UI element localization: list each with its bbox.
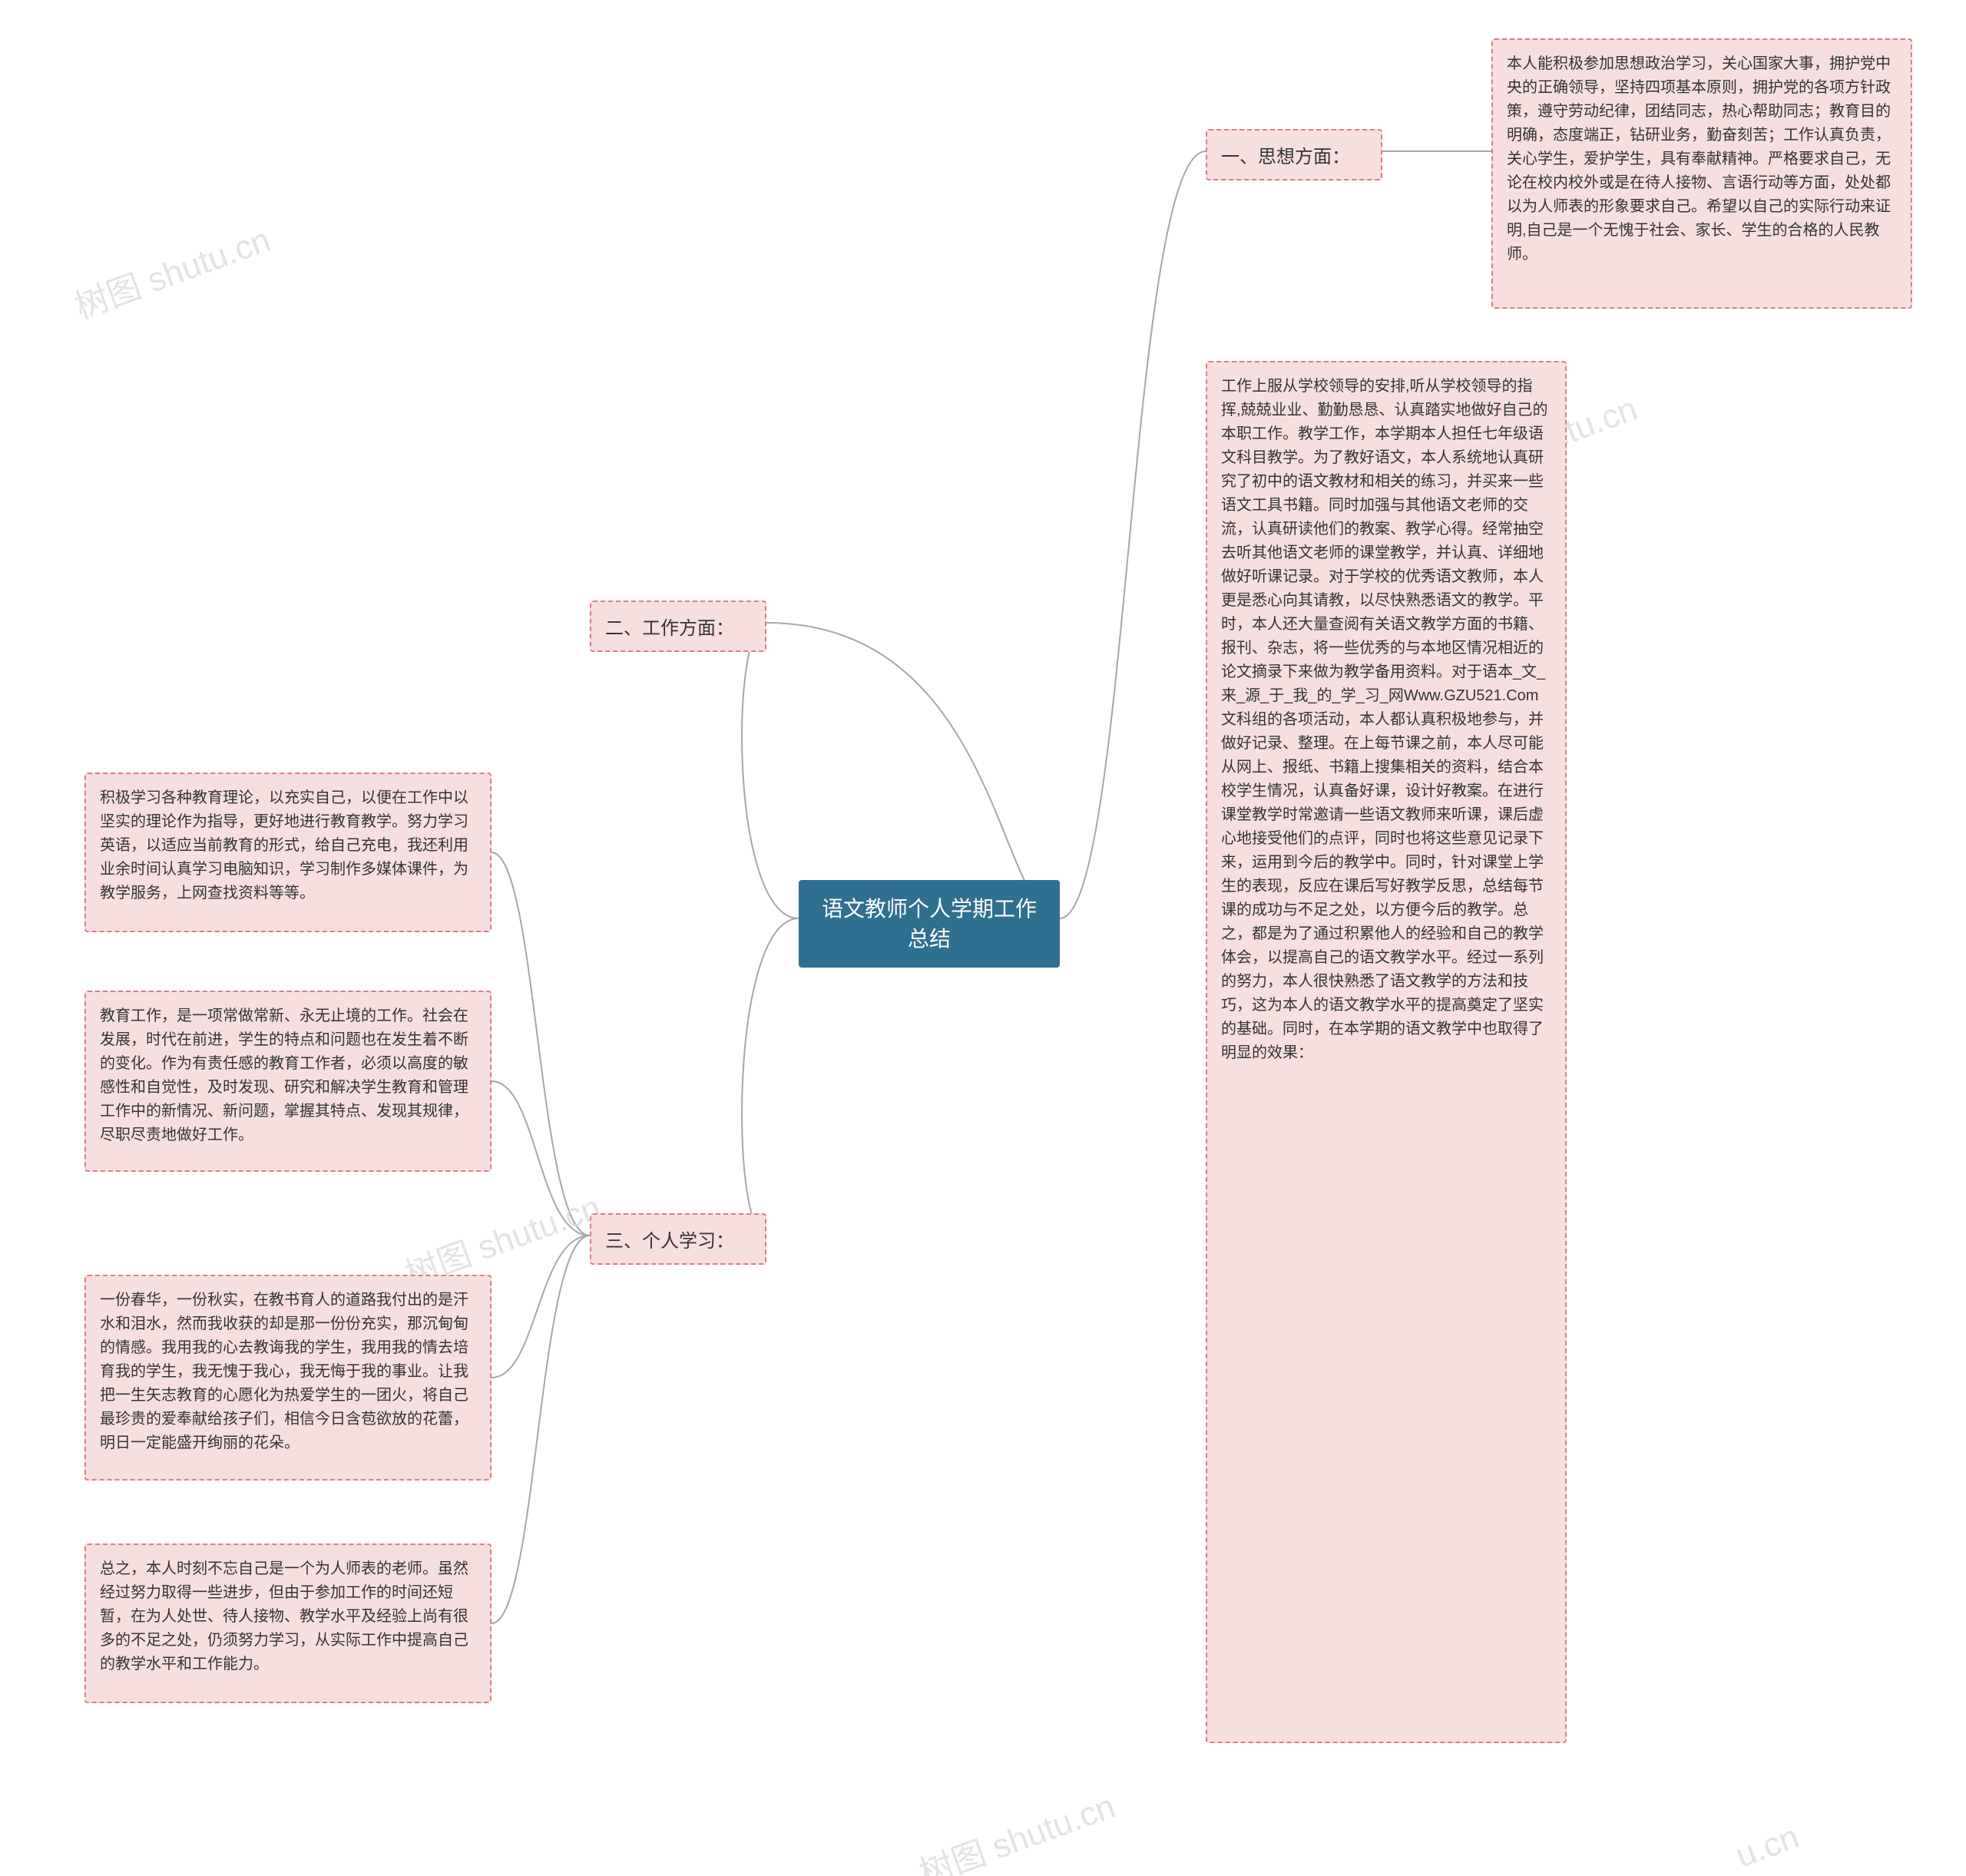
- section-label: 一、思想方面：: [1221, 141, 1350, 168]
- leaf-l1: 本人能积极参加思想政治学习，关心国家大事，拥护党中央的正确领导，坚持四项基本原则…: [1491, 38, 1912, 309]
- leaf-l6: 总之，本人时刻不忘自己是一个为人师表的老师。虽然经过努力取得一些进步，但由于参加…: [84, 1543, 492, 1703]
- section-s3: 三、个人学习：: [590, 1213, 766, 1265]
- leaf-l3: 积极学习各种教育理论，以充实自己，以便在工作中以坚实的理论作为指导，更好地进行教…: [84, 773, 492, 932]
- leaf-text: 积极学习各种教育理论，以充实自己，以便在工作中以坚实的理论作为指导，更好地进行教…: [100, 786, 476, 905]
- mindmap-root: 语文教师个人学期工作总结: [799, 880, 1060, 968]
- section-label: 二、工作方面：: [605, 613, 734, 640]
- section-s2: 二、工作方面：: [590, 601, 766, 652]
- watermark: 树图 shutu.cn: [67, 212, 276, 328]
- leaf-text: 工作上服从学校领导的安排,听从学校领导的指挥,兢兢业业、勤勤恳恳、认真踏实地做好…: [1221, 375, 1551, 1065]
- root-label: 语文教师个人学期工作总结: [814, 894, 1044, 954]
- leaf-l2: 工作上服从学校领导的安排,听从学校领导的指挥,兢兢业业、勤勤恳恳、认真踏实地做好…: [1206, 361, 1567, 1743]
- watermark: u.cn: [1731, 1818, 1804, 1875]
- leaf-l5: 一份春华，一份秋实，在教书育人的道路我付出的是汗水和泪水，然而我收获的却是那一份…: [84, 1275, 492, 1481]
- leaf-text: 教育工作，是一项常做常新、永无止境的工作。社会在发展，时代在前进，学生的特点和问…: [100, 1004, 476, 1147]
- leaf-l4: 教育工作，是一项常做常新、永无止境的工作。社会在发展，时代在前进，学生的特点和问…: [84, 991, 492, 1172]
- leaf-text: 总之，本人时刻不忘自己是一个为人师表的老师。虽然经过努力取得一些进步，但由于参加…: [100, 1557, 476, 1676]
- section-s1: 一、思想方面：: [1206, 129, 1382, 180]
- watermark: 树图 shutu.cn: [912, 1778, 1120, 1876]
- leaf-text: 一份春华，一份秋实，在教书育人的道路我付出的是汗水和泪水，然而我收获的却是那一份…: [100, 1289, 476, 1455]
- leaf-text: 本人能积极参加思想政治学习，关心国家大事，拥护党中央的正确领导，坚持四项基本原则…: [1507, 52, 1897, 266]
- section-label: 三、个人学习：: [605, 1226, 734, 1252]
